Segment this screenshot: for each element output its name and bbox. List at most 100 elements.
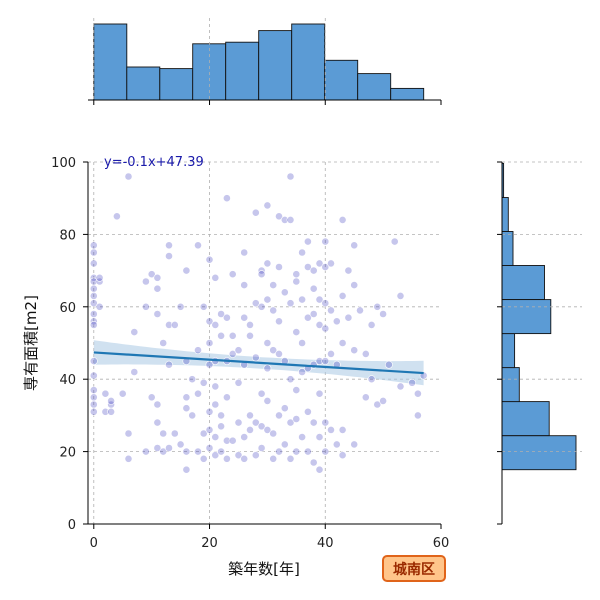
scatter-point [350, 241, 359, 250]
scatter-point [205, 339, 214, 347]
scatter-point [338, 291, 347, 300]
scatter-point [321, 237, 330, 246]
scatter-point [228, 270, 237, 279]
scatter-point [89, 310, 98, 318]
scatter-point [263, 201, 272, 210]
scatter-point [303, 447, 312, 456]
scatter-point [379, 310, 387, 318]
scatter-points [89, 172, 428, 474]
top-histogram-bar [126, 66, 161, 101]
scatter-point [89, 407, 98, 416]
district-badge-label: 城南区 [393, 561, 435, 578]
scatter-point [165, 360, 173, 369]
scatter-point [222, 393, 231, 402]
scatter-point [153, 284, 162, 293]
scatter-point [280, 404, 289, 413]
scatter-point [182, 465, 191, 474]
scatter-point [89, 371, 98, 380]
scatter-point [170, 429, 179, 438]
scatter-point [159, 429, 168, 438]
scatter-point [292, 270, 301, 279]
scatter-point [269, 429, 278, 438]
scatter-point [350, 440, 359, 449]
scatter-point [269, 281, 278, 289]
scatter-point [263, 295, 272, 304]
scatter-point [95, 302, 104, 311]
scatter-point [298, 368, 306, 376]
scatter-point [89, 393, 98, 402]
scatter-point [89, 400, 98, 409]
scatter-point [205, 317, 214, 326]
scatter-point [147, 270, 156, 279]
scatter-point [240, 433, 249, 441]
scatter-point [165, 320, 173, 329]
scatter-point [275, 263, 283, 271]
scatter-point [361, 393, 370, 402]
y-tick-label: 100 [51, 156, 76, 171]
scatter-point [234, 451, 243, 460]
scatter-point [396, 382, 405, 391]
scatter-point [205, 425, 214, 434]
scatter-point [153, 418, 162, 427]
scatter-point [350, 346, 359, 355]
scatter-point [199, 429, 208, 438]
top-histogram-bar [159, 68, 194, 101]
right-histogram-bar [501, 265, 545, 300]
scatter-point [257, 270, 266, 279]
top-marginal-histogram [88, 18, 442, 105]
scatter-point [303, 313, 312, 322]
scatter-point [89, 291, 98, 300]
scatter-point [101, 407, 110, 416]
right-histogram-bar [501, 299, 552, 335]
scatter-point [373, 302, 382, 311]
scatter-point [211, 320, 220, 329]
scatter-point [269, 346, 278, 355]
scatter-point [315, 389, 324, 398]
scatter-point [327, 425, 335, 434]
scatter-point [321, 357, 330, 365]
scatter-point [286, 418, 295, 427]
scatter-point [251, 353, 260, 362]
scatter-point [257, 302, 266, 311]
scatter-point [240, 248, 249, 257]
scatter-point [205, 360, 214, 369]
scatter-point [327, 306, 335, 315]
scatter-point [315, 295, 324, 304]
scatter-point [327, 349, 335, 358]
scatter-point [246, 320, 254, 329]
scatter-point [124, 172, 133, 181]
scatter-point [101, 389, 110, 398]
scatter-point [211, 400, 220, 409]
scatter-point [222, 313, 231, 322]
right-histogram-bar [501, 197, 509, 232]
scatter-point [217, 447, 225, 456]
scatter-point [130, 368, 139, 376]
scatter-point [240, 454, 249, 463]
scatter-point [292, 277, 301, 286]
axes [87, 162, 441, 525]
scatter-point [303, 263, 312, 271]
scatter-point [361, 349, 370, 358]
scatter-point [263, 339, 272, 347]
scatter-point [332, 317, 341, 326]
scatter-point [303, 407, 312, 416]
scatter-point [350, 281, 359, 289]
scatter-point [413, 389, 422, 398]
scatter-point [89, 386, 98, 394]
scatter-point [257, 444, 266, 452]
regression-annotation: y=-0.1x+47.39 [104, 155, 204, 170]
scatter-point [89, 320, 98, 329]
scatter-point [222, 454, 231, 463]
scatter-point [165, 444, 173, 452]
y-tick-label: 40 [59, 373, 76, 388]
scatter-point [280, 215, 289, 224]
scatter-point [298, 433, 306, 441]
scatter-point [298, 339, 306, 347]
scatter-point [194, 346, 202, 355]
scatter-point [286, 215, 295, 224]
scatter-point [338, 425, 347, 434]
scatter-point [222, 194, 231, 203]
scatter-point [165, 241, 173, 250]
scatter-point [89, 284, 98, 293]
